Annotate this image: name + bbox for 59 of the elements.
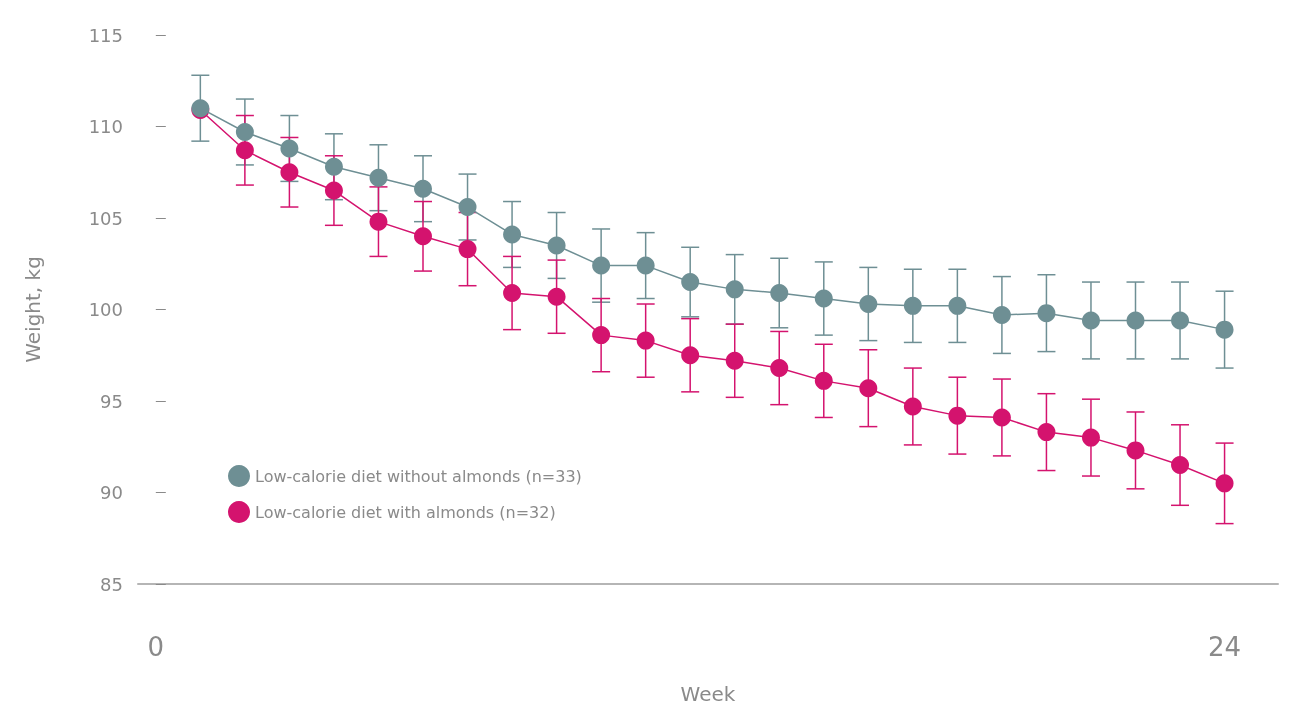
legend-label: Low-calorie diet without almonds (n=33) bbox=[255, 466, 582, 486]
point bbox=[725, 351, 744, 370]
point bbox=[592, 326, 611, 345]
legend-label: Low-calorie diet with almonds (n=32) bbox=[255, 502, 556, 522]
y-tick-label: 90 bbox=[100, 482, 123, 503]
point bbox=[859, 295, 878, 313]
point bbox=[1171, 311, 1190, 330]
point bbox=[948, 406, 967, 425]
point bbox=[458, 240, 477, 259]
point bbox=[992, 408, 1011, 427]
point bbox=[1081, 428, 1100, 447]
x-axis-title: Week bbox=[680, 682, 736, 706]
point bbox=[636, 256, 655, 275]
point bbox=[547, 287, 566, 306]
point bbox=[770, 284, 789, 303]
y-tick-label: 115 bbox=[88, 24, 123, 46]
point bbox=[681, 346, 700, 365]
point bbox=[503, 225, 522, 244]
point bbox=[369, 212, 388, 231]
point bbox=[1081, 311, 1100, 330]
point bbox=[948, 296, 967, 315]
point bbox=[324, 181, 343, 200]
y-tick-label: 95 bbox=[100, 390, 123, 412]
point bbox=[725, 280, 744, 299]
point bbox=[1037, 423, 1056, 442]
point bbox=[1126, 311, 1145, 330]
x-tick-label: 24 bbox=[1208, 632, 1242, 662]
point bbox=[280, 139, 299, 158]
point bbox=[992, 305, 1011, 324]
point bbox=[369, 168, 388, 187]
point bbox=[1171, 456, 1190, 475]
point bbox=[1126, 441, 1145, 460]
point bbox=[503, 284, 522, 303]
y-tick-label: 100 bbox=[88, 299, 123, 320]
point bbox=[859, 379, 878, 398]
point bbox=[1215, 474, 1234, 493]
point bbox=[547, 236, 566, 255]
point bbox=[903, 296, 922, 315]
point bbox=[814, 371, 833, 390]
y-tick-label: 85 bbox=[100, 573, 123, 595]
point bbox=[235, 141, 254, 160]
point bbox=[1215, 320, 1234, 339]
y-tick-label: 110 bbox=[88, 116, 123, 137]
point bbox=[681, 273, 700, 292]
y-axis-title: Weight, kg bbox=[21, 256, 45, 363]
point bbox=[636, 331, 655, 350]
point bbox=[280, 163, 299, 182]
y-tick-label: 105 bbox=[88, 207, 123, 229]
point bbox=[458, 198, 477, 217]
x-tick-label: 0 bbox=[147, 632, 165, 662]
point bbox=[814, 289, 833, 308]
point bbox=[414, 227, 432, 246]
point bbox=[903, 397, 922, 416]
point bbox=[770, 359, 789, 378]
point bbox=[414, 179, 432, 198]
point bbox=[592, 256, 611, 275]
point bbox=[235, 122, 254, 141]
point bbox=[1037, 304, 1056, 323]
point bbox=[324, 157, 343, 176]
